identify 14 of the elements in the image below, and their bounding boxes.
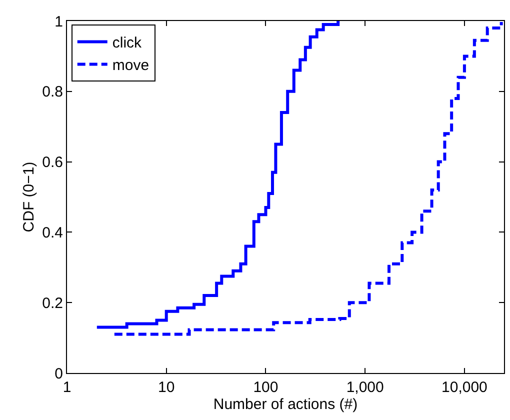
x-tick-label: 100	[253, 379, 278, 396]
y-tick-label: 0.6	[42, 154, 63, 172]
legend-label: click	[112, 34, 142, 52]
y-axis-title: CDF (0−1)	[20, 162, 38, 232]
legend-label: move	[112, 57, 150, 74]
x-tick-label: 10,000	[442, 379, 488, 396]
x-tick-label: 10	[158, 379, 175, 396]
y-tick-label: 1	[54, 13, 63, 30]
y-tick-label: 0.4	[42, 224, 63, 242]
x-axis-title: Number of actions (#)	[213, 396, 358, 413]
y-tick-label: 0.8	[42, 84, 63, 101]
x-tick-label: 1,000	[346, 379, 384, 396]
y-tick-label: 0	[54, 365, 63, 382]
y-tick-label: 0.2	[42, 294, 63, 312]
